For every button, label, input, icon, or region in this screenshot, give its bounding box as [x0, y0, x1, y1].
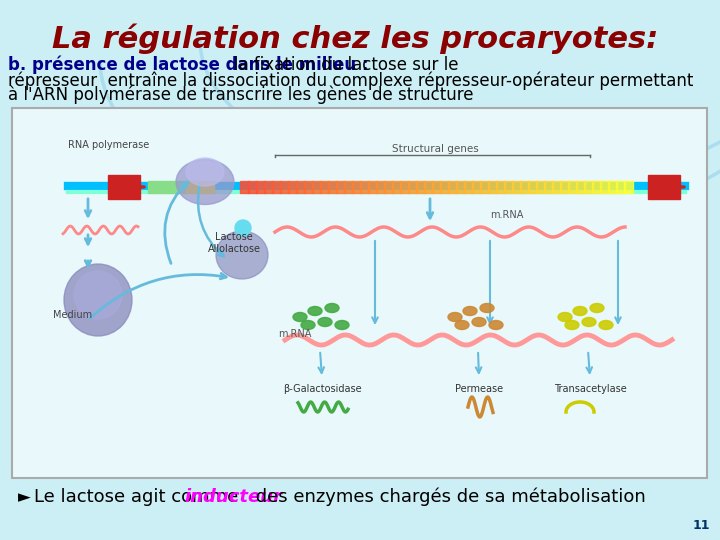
Ellipse shape [455, 321, 469, 329]
Bar [360, 181, 369, 193]
Ellipse shape [176, 159, 234, 205]
Text: b. présence de lactose dans le milieu :: b. présence de lactose dans le milieu : [8, 56, 374, 75]
Text: des enzymes chargés de sa métabolisation: des enzymes chargés de sa métabolisation [251, 488, 646, 507]
Bar [148, 181, 186, 193]
Bar [552, 181, 561, 193]
Ellipse shape [308, 307, 322, 315]
Text: m.RNA: m.RNA [278, 329, 311, 339]
FancyBboxPatch shape [12, 108, 707, 478]
Bar [280, 181, 289, 193]
Bar [352, 181, 361, 193]
Bar [560, 181, 569, 193]
Ellipse shape [489, 321, 503, 329]
Ellipse shape [216, 231, 268, 279]
Bar [248, 181, 257, 193]
Bar [608, 181, 617, 193]
Bar [616, 181, 625, 193]
Ellipse shape [480, 303, 494, 313]
Bar [384, 181, 393, 193]
Text: RNA polymerase: RNA polymerase [68, 140, 149, 150]
Bar [392, 181, 401, 193]
Text: à l'ARN polymérase de transcrire les gènes de structure: à l'ARN polymérase de transcrire les gèn… [8, 86, 474, 105]
Bar [328, 181, 337, 193]
Bar [648, 175, 680, 199]
Text: la fixation du lactose sur le: la fixation du lactose sur le [8, 56, 459, 74]
Ellipse shape [590, 303, 604, 313]
Ellipse shape [335, 321, 349, 329]
Ellipse shape [301, 321, 315, 329]
Bar [480, 181, 489, 193]
Bar [376, 181, 385, 193]
Bar [288, 181, 297, 193]
Bar [456, 181, 465, 193]
Text: m.RNA: m.RNA [490, 210, 523, 220]
Bar [344, 181, 353, 193]
Bar [240, 181, 249, 193]
Bar [464, 181, 473, 193]
Bar [264, 181, 273, 193]
Bar [592, 181, 601, 193]
Ellipse shape [599, 321, 613, 329]
Ellipse shape [293, 313, 307, 321]
Bar [256, 181, 265, 193]
Bar [272, 181, 281, 193]
Text: Medium: Medium [53, 310, 93, 320]
Ellipse shape [448, 313, 462, 321]
Bar [432, 181, 441, 193]
Ellipse shape [325, 303, 339, 313]
Bar [408, 181, 417, 193]
Bar [496, 181, 505, 193]
Bar [320, 181, 329, 193]
Text: Lactose: Lactose [215, 232, 253, 242]
Bar [536, 181, 545, 193]
Bar [448, 181, 457, 193]
Bar [296, 181, 305, 193]
Bar [512, 181, 521, 193]
Bar [488, 181, 497, 193]
Ellipse shape [64, 264, 132, 336]
Ellipse shape [186, 158, 224, 186]
Bar [416, 181, 425, 193]
Bar [600, 181, 609, 193]
Bar [504, 181, 513, 193]
Text: 11: 11 [693, 519, 710, 532]
Text: Allolactose: Allolactose [208, 244, 261, 254]
Text: Transacetylase: Transacetylase [554, 384, 626, 394]
Ellipse shape [463, 307, 477, 315]
Text: β-Galactosidase: β-Galactosidase [283, 384, 361, 394]
Bar [568, 181, 577, 193]
Text: ►: ► [18, 488, 31, 506]
Bar [336, 181, 345, 193]
Bar [440, 181, 449, 193]
Bar [312, 181, 321, 193]
Ellipse shape [573, 307, 587, 315]
Bar [186, 181, 214, 193]
Ellipse shape [558, 313, 572, 321]
Ellipse shape [582, 318, 596, 327]
Bar [544, 181, 553, 193]
Ellipse shape [565, 321, 579, 329]
Bar [368, 181, 377, 193]
Ellipse shape [235, 220, 251, 236]
Bar [520, 181, 529, 193]
Text: Structural genes: Structural genes [392, 144, 478, 154]
Text: Permease: Permease [455, 384, 503, 394]
Text: La régulation chez les procaryotes:: La régulation chez les procaryotes: [52, 24, 658, 55]
Text: répresseur  entraîne la dissociation du complexe répresseur-opérateur permettant: répresseur entraîne la dissociation du c… [8, 72, 693, 91]
Bar [400, 181, 409, 193]
Bar [624, 181, 633, 193]
Bar [472, 181, 481, 193]
Text: Le lactose agit comme: Le lactose agit comme [34, 488, 244, 506]
Ellipse shape [74, 271, 122, 319]
Text: inducteur: inducteur [185, 488, 283, 506]
Bar [304, 181, 313, 193]
Bar [424, 181, 433, 193]
Bar [576, 181, 585, 193]
Ellipse shape [318, 318, 332, 327]
Ellipse shape [472, 318, 486, 327]
Bar [528, 181, 537, 193]
Bar [108, 175, 140, 199]
Bar [584, 181, 593, 193]
